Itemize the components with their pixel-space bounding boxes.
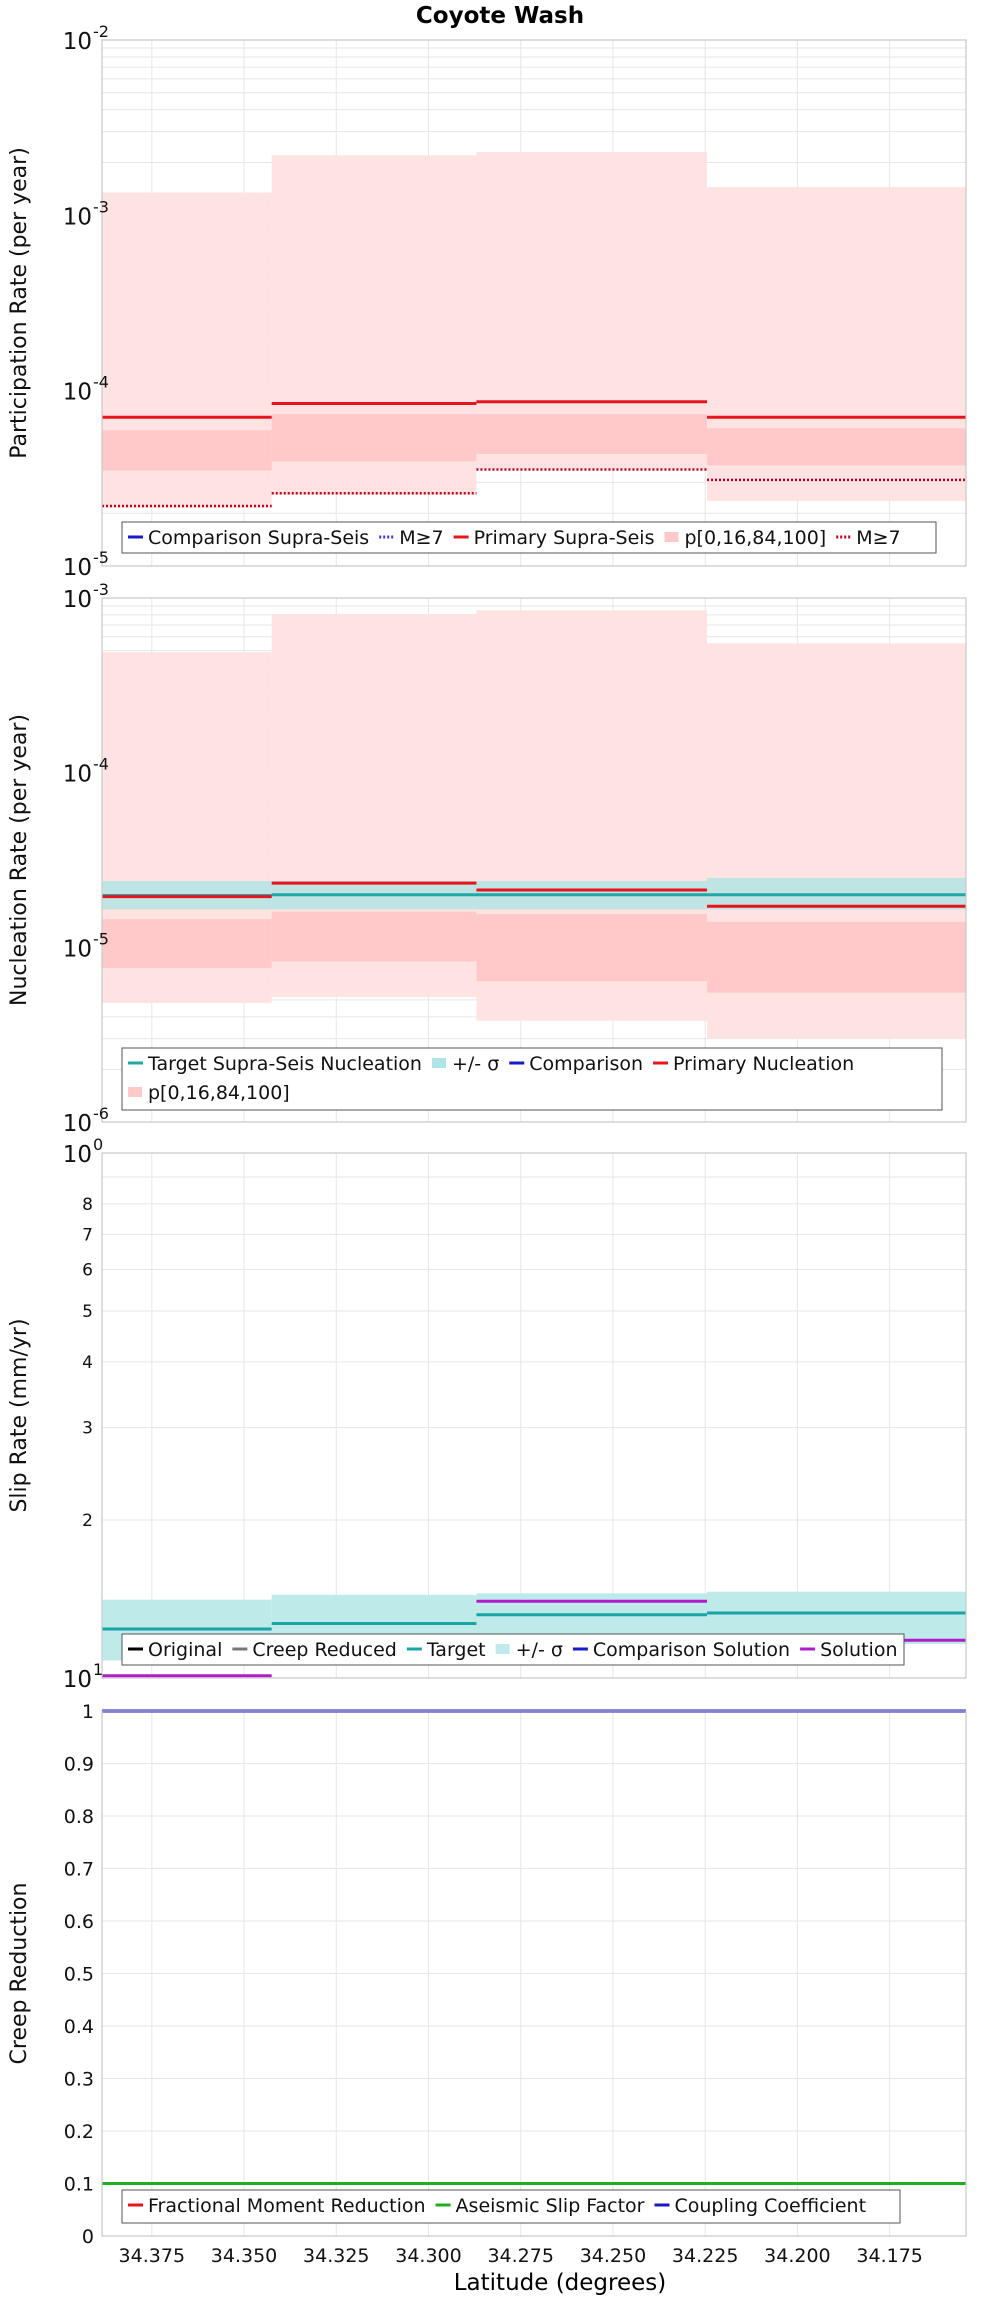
x-tick-label: 34.225 [672,2245,738,2267]
y-minor-tick-label: 2 [82,1511,93,1531]
x-tick-label: 34.175 [856,2245,922,2267]
band-segment [707,921,966,993]
legend-label: Comparison Solution [593,1639,790,1661]
legend-label: Aseismic Slip Factor [456,2195,645,2217]
y-minor-tick-label: 7 [82,1225,93,1245]
y-tick-label: 0.8 [64,1806,94,1828]
y-tick-label: 0.6 [64,1911,94,1933]
band-segment [102,919,272,969]
x-tick-label: 34.200 [764,2245,830,2267]
legend-label: Creep Reduced [252,1639,396,1661]
y-tick-label: 0.9 [64,1754,94,1776]
y-tick-exponent: -5 [93,548,109,567]
y-tick-label: 10 [63,1142,92,1168]
y-tick-exponent: 0 [93,1135,103,1154]
y-minor-tick-label: 3 [82,1419,93,1439]
y-tick-exponent: -3 [93,580,109,599]
plot-frame [101,597,967,1123]
chart-title: Coyote Wash [416,3,584,29]
y-tick-label: 0.1 [64,2174,94,2196]
y-axis-label: Creep Reduction [7,1883,32,2065]
x-tick-label: 34.275 [487,2245,553,2267]
legend-swatch [495,1644,510,1654]
legend-label: Comparison Supra-Seis [148,527,369,549]
y-minor-tick-label: 6 [82,1260,93,1280]
y-axis-label: Slip Rate (mm/yr) [7,1318,32,1512]
y-tick-exponent: -4 [93,373,109,392]
y-tick-label: 10 [63,555,92,581]
y-axis-label: Participation Rate (per year) [7,147,32,459]
x-tick-label: 34.350 [211,2245,277,2267]
legend-label: +/- σ [516,1639,563,1661]
y-tick-label: 0.3 [64,2069,94,2091]
y-tick-label: 10 [63,1667,92,1693]
y-tick-label: 10 [63,1111,92,1137]
legend-label: Original [148,1639,222,1661]
y-tick-exponent: -6 [93,1104,109,1123]
legend-box [121,1047,943,1111]
legend-label: Fractional Moment Reduction [148,2195,426,2217]
band-segment [102,430,272,471]
x-tick-label: 34.325 [303,2245,369,2267]
y-tick-label: 1 [82,1701,94,1723]
band-segment [476,414,708,455]
x-tick-label: 34.375 [119,2245,185,2267]
y-tick-label: 10 [63,29,92,55]
band-segment [476,914,708,982]
band-segment [707,428,966,466]
y-minor-tick-label: 4 [82,1353,93,1373]
legend-label: Solution [820,1639,897,1661]
x-tick-label: 34.300 [395,2245,461,2267]
y-tick-exponent: -2 [93,22,109,41]
y-minor-tick-label: 8 [82,1195,93,1215]
x-axis-label: Latitude (degrees) [454,2270,667,2296]
legend-label: Target Supra-Seis Nucleation [147,1053,422,1075]
plot-frame [101,1710,967,2237]
y-tick-label: 10 [63,762,92,788]
legend-label: Coupling Coefficient [674,2195,866,2217]
y-tick-label: 10 [63,936,92,962]
band-segment [271,911,477,962]
y-tick-label: 10 [63,380,92,406]
legend-label: M≥7 [399,527,443,549]
y-tick-exponent: -5 [93,929,109,948]
y-tick-label: 0 [82,2226,94,2248]
y-tick-exponent: -4 [93,755,109,774]
legend-label: Target [426,1639,486,1661]
legend-swatch [431,1058,446,1068]
legend-label: p[0,16,84,100] [148,1082,290,1104]
legend-label: Primary Supra-Seis [474,527,655,549]
legend-label: Comparison [529,1053,643,1075]
x-tick-label: 34.250 [580,2245,646,2267]
y-minor-tick-label: 5 [82,1302,93,1322]
legend-label: Primary Nucleation [673,1053,854,1075]
y-axis-label: Nucleation Rate (per year) [7,714,32,1006]
plot-frame [101,39,967,567]
legend-box [121,2189,901,2224]
y-tick-label: 0.7 [64,1859,94,1881]
y-tick-label: 0.4 [64,2016,94,2038]
legend-swatch [664,532,679,542]
legend-box [121,1633,905,1666]
y-tick-label: 0.2 [64,2121,94,2143]
legend-label: +/- σ [452,1053,499,1075]
panel-4: 1 0.9 0.8 0.7 0.6 0.5 0.4 0.3 0.2 0.1 0 Creep Reduc… [7,1701,967,2267]
y-tick-label: 10 [63,587,92,613]
y-tick-label: 0.5 [64,1964,94,1986]
y-tick-exponent: 1 [93,1660,103,1679]
legend-box [121,521,937,554]
y-tick-label: 10 [63,204,92,230]
y-tick-exponent: -3 [93,197,109,216]
band-segment [271,414,477,462]
legend-label: M≥7 [856,527,900,549]
legend-label: p[0,16,84,100] [684,527,826,549]
plot-frame [101,1152,967,1679]
legend-swatch [128,1087,142,1097]
